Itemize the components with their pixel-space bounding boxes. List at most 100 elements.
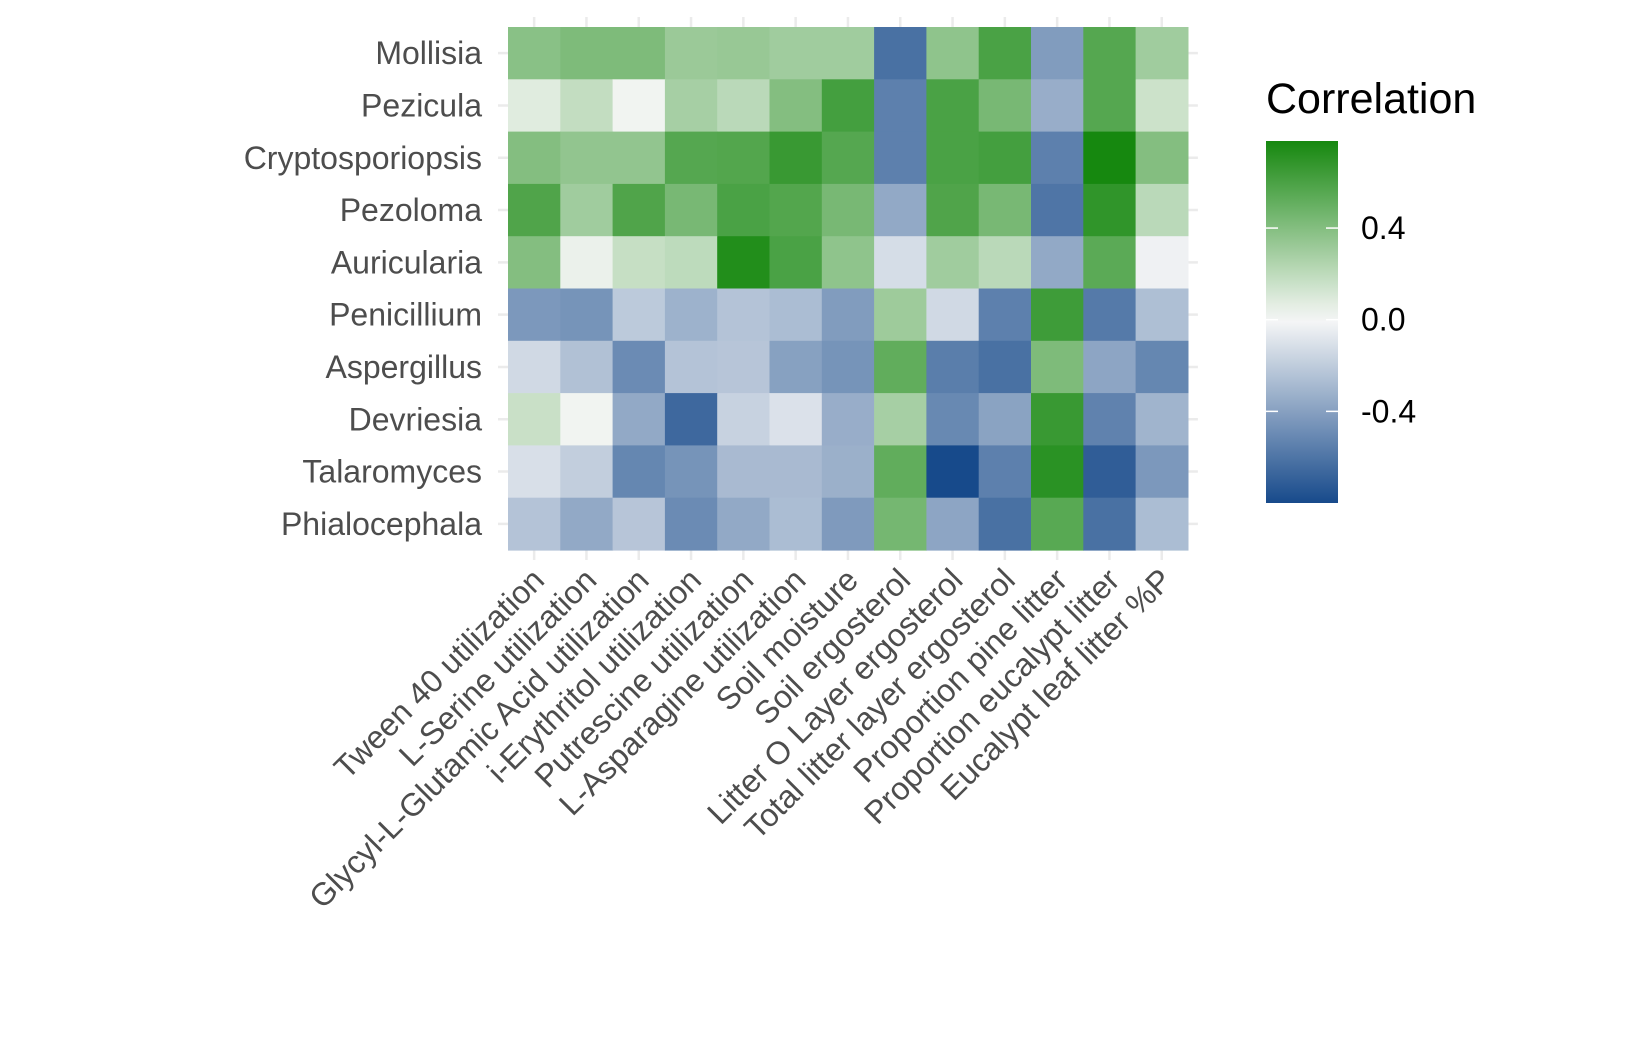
heatmap-cell: [664, 288, 718, 342]
heatmap-cell: [978, 445, 1032, 499]
heatmap-cell: [821, 183, 875, 237]
heatmap-cell: [1083, 236, 1137, 290]
heatmap-cell: [926, 131, 980, 185]
y-tick-label: Cryptosporiopsis: [244, 140, 482, 176]
heatmap-cell: [664, 236, 718, 290]
heatmap-cell: [560, 445, 614, 499]
heatmap-cell: [821, 131, 875, 185]
heatmap-cell: [560, 497, 614, 551]
heatmap-cell: [769, 445, 823, 499]
heatmap-cell: [560, 288, 614, 342]
y-tick-label: Talaromyces: [302, 454, 482, 490]
heatmap-cell: [874, 445, 927, 499]
heatmap-cell: [1083, 183, 1137, 237]
heatmap-cell: [769, 340, 823, 394]
heatmap-cell: [1083, 497, 1137, 551]
heatmap-cell: [926, 445, 980, 499]
heatmap-cell: [1135, 393, 1189, 446]
heatmap-cell: [560, 183, 614, 237]
heatmap-cell: [821, 393, 875, 446]
heatmap-cell: [664, 445, 718, 499]
heatmap-cell: [1031, 445, 1084, 499]
heatmap-cell: [1031, 131, 1084, 185]
heatmap-cell: [717, 183, 771, 237]
heatmap-cell: [508, 236, 561, 290]
heatmap-cell: [717, 340, 771, 394]
heatmap-cell: [612, 497, 666, 551]
y-tick-label: Pezicula: [361, 87, 482, 123]
heatmap-cell: [1031, 183, 1084, 237]
heatmap-cell: [978, 288, 1032, 342]
heatmap-cell: [717, 393, 771, 446]
heatmap-cell: [926, 183, 980, 237]
heatmap-cell: [717, 445, 771, 499]
heatmap-cell: [1135, 288, 1189, 342]
heatmap-cell: [717, 288, 771, 342]
heatmap-cell: [821, 236, 875, 290]
y-axis-labels: Mollisia Pezicula Cryptosporiopsis Pezoloma…: [244, 35, 483, 542]
heatmap-cell: [769, 27, 823, 80]
heatmap-cell: [769, 79, 823, 133]
heatmap-cell: [874, 131, 927, 185]
heatmap-cell: [821, 79, 875, 133]
heatmap-cell: [1135, 445, 1189, 499]
heatmap-cell: [508, 497, 561, 551]
heatmap-cell: [978, 340, 1032, 394]
heatmap-cell: [612, 27, 666, 80]
heatmap-cell: [664, 183, 718, 237]
heatmap-cell: [664, 340, 718, 394]
heatmap-cell: [560, 393, 614, 446]
heatmap-cell: [926, 393, 980, 446]
heatmap-cell: [612, 288, 666, 342]
legend-title: Correlation: [1266, 75, 1476, 123]
legend-colorbar: [1266, 141, 1338, 503]
y-tick-label: Penicillium: [329, 297, 482, 333]
heatmap-cell: [508, 27, 561, 80]
heatmap-cell: [612, 445, 666, 499]
y-tick-label: Pezoloma: [340, 192, 483, 228]
heatmap-cell: [508, 79, 561, 133]
heatmap-cell: [1031, 393, 1084, 446]
heatmap-cell: [821, 27, 875, 80]
heatmap-cell: [926, 79, 980, 133]
heatmap-cell: [612, 236, 666, 290]
heatmap-cell: [874, 183, 927, 237]
y-tick-label: Mollisia: [375, 35, 482, 71]
heatmap-cell: [821, 497, 875, 551]
heatmap-cell: [926, 340, 980, 394]
heatmap-cell: [874, 27, 927, 80]
heatmap-cell: [664, 27, 718, 80]
heatmap-cells: [508, 27, 1189, 551]
heatmap-cell: [1031, 27, 1084, 80]
heatmap-cell: [664, 131, 718, 185]
heatmap-cell: [769, 497, 823, 551]
heatmap-cell: [874, 288, 927, 342]
heatmap-cell: [1083, 340, 1137, 394]
heatmap-cell: [612, 131, 666, 185]
heatmap-cell: [560, 27, 614, 80]
y-tick-label: Auricularia: [331, 244, 482, 280]
heatmap-cell: [1083, 79, 1137, 133]
heatmap-cell: [769, 236, 823, 290]
heatmap-cell: [1135, 183, 1189, 237]
heatmap-cell: [612, 183, 666, 237]
heatmap-cell: [926, 497, 980, 551]
y-tick-label: Aspergillus: [325, 349, 482, 385]
heatmap-cell: [508, 445, 561, 499]
heatmap-cell: [560, 79, 614, 133]
heatmap-cell: [926, 288, 980, 342]
heatmap-cell: [926, 236, 980, 290]
heatmap-cell: [1031, 79, 1084, 133]
heatmap-cell: [874, 340, 927, 394]
legend-tick-label: -0.4: [1361, 393, 1416, 429]
heatmap-cell: [508, 131, 561, 185]
heatmap-cell: [874, 236, 927, 290]
heatmap-cell: [1083, 288, 1137, 342]
heatmap-cell: [1135, 131, 1189, 185]
heatmap-cell: [821, 445, 875, 499]
heatmap-cell: [717, 131, 771, 185]
heatmap-cell: [978, 27, 1032, 80]
heatmap-cell: [664, 393, 718, 446]
